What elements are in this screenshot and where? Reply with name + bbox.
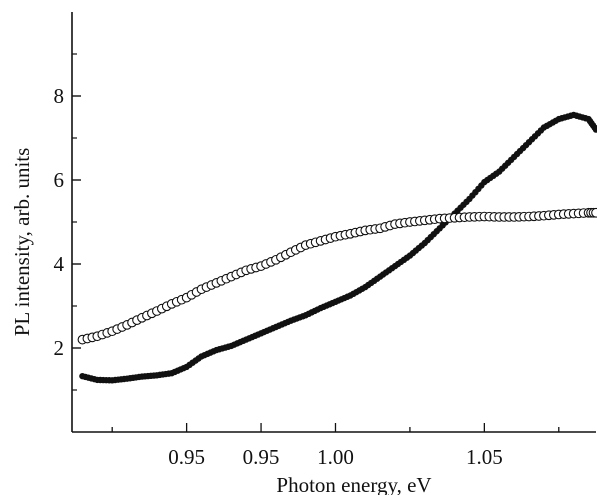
x-tick-label: 1.00: [317, 445, 354, 469]
data-series-layer: [77, 111, 597, 384]
y-tick-label: 4: [54, 252, 65, 276]
y-axis-title: PL intensity, arb. units: [10, 148, 34, 337]
x-axis-ticks: 0.95 0.95 1.00 1.05: [111, 423, 560, 469]
plot-frame: [71, 12, 596, 433]
series-open-markers: [77, 207, 597, 345]
y-tick-label: 8: [54, 84, 65, 108]
y-axis-ticks: 2 4 6 8: [54, 53, 81, 391]
x-tick-label: 1.05: [466, 445, 503, 469]
data-point: [592, 126, 597, 133]
x-tick-label: 0.95: [168, 445, 205, 469]
data-point: [591, 207, 597, 218]
y-tick-label: 6: [54, 168, 65, 192]
x-axis-title: Photon energy, eV: [276, 473, 431, 495]
y-tick-label: 2: [54, 336, 65, 360]
x-tick-label: 0.95: [243, 445, 280, 469]
series-filled-markers: [79, 111, 597, 384]
